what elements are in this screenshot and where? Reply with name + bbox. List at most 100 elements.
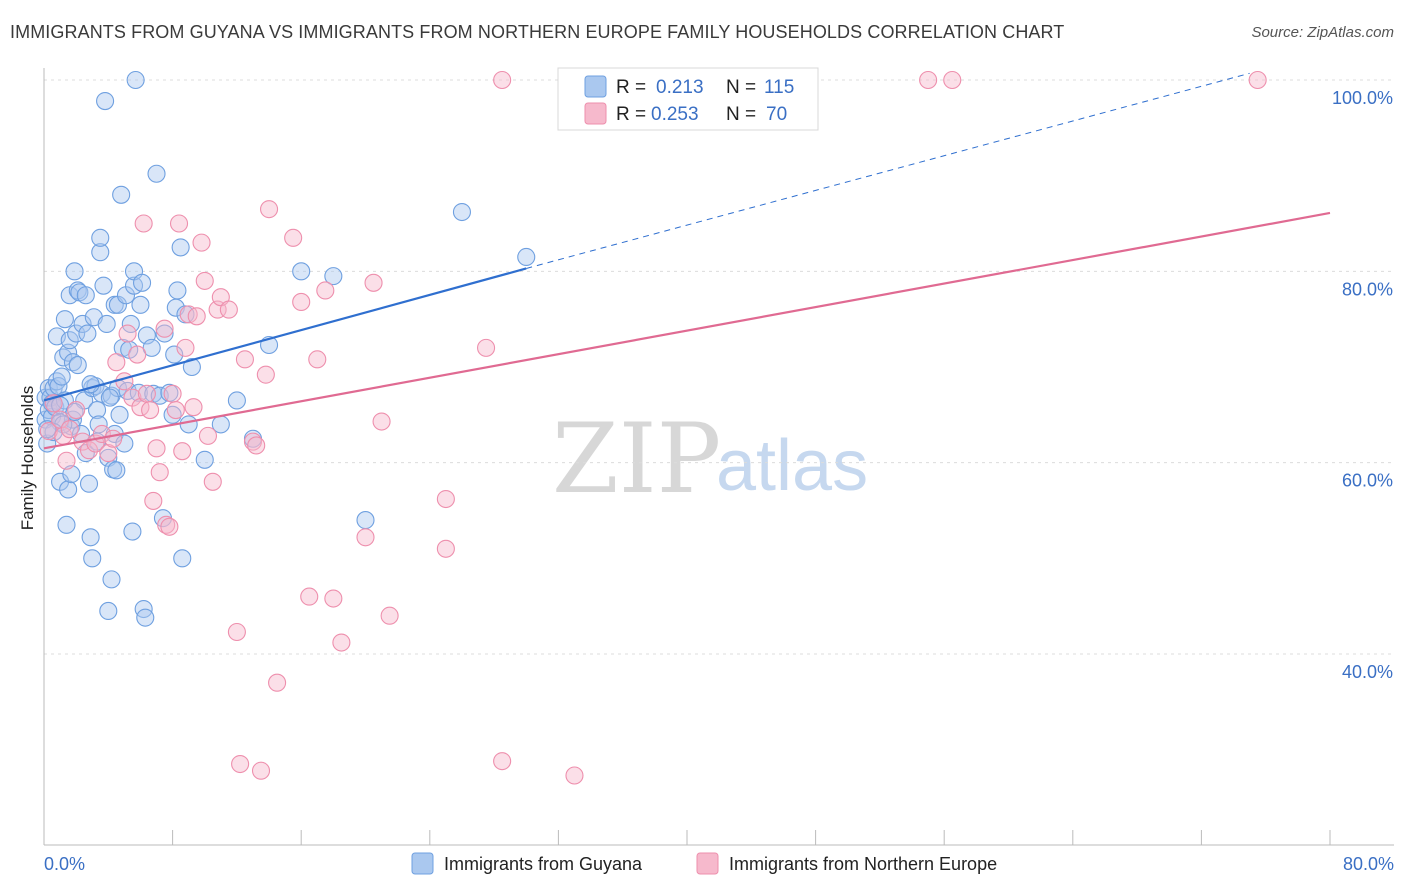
stats-n-value-northern-europe: 70: [766, 104, 787, 125]
data-point: [102, 570, 121, 589]
source-credit: Source: ZipAtlas.com: [1251, 24, 1394, 41]
data-point: [247, 436, 266, 455]
data-point: [356, 511, 375, 530]
data-point: [112, 185, 131, 204]
data-point: [517, 247, 536, 267]
data-point: [493, 70, 512, 90]
data-point: [155, 319, 174, 338]
data-point: [168, 281, 187, 300]
data-point: [251, 761, 271, 780]
data-point: [83, 549, 102, 568]
legend: Immigrants from Guyana Immigrants from N…: [411, 852, 997, 875]
data-point: [1248, 70, 1267, 90]
data-point: [134, 214, 153, 233]
trend-line-1: [43, 211, 1331, 450]
data-point: [81, 528, 100, 547]
data-point: [176, 338, 195, 357]
stats-r-label-northern-europe: R =: [616, 104, 646, 125]
data-point: [63, 410, 82, 429]
data-point: [182, 357, 201, 377]
data-point: [91, 228, 110, 247]
data-point: [157, 515, 176, 534]
data-point: [123, 522, 142, 541]
data-point: [231, 754, 250, 774]
data-point: [173, 442, 192, 461]
data-point: [198, 426, 218, 445]
data-point: [141, 400, 160, 420]
data-point: [97, 314, 116, 334]
data-point: [192, 233, 211, 252]
data-point: [150, 463, 169, 482]
data-point: [96, 91, 115, 111]
data-point: [115, 434, 134, 453]
data-point: [54, 348, 73, 367]
data-point: [227, 622, 246, 642]
data-point: [292, 292, 311, 311]
data-point: [919, 70, 938, 90]
data-point: [565, 766, 584, 785]
data-point: [60, 331, 79, 350]
data-point: [372, 412, 391, 431]
stats-r-label-guyana: R =: [616, 77, 646, 98]
data-point: [137, 384, 156, 403]
data-point: [203, 472, 222, 491]
data-point: [187, 307, 206, 326]
legend-label-northern-europe: Immigrants from Northern Europe: [729, 854, 997, 874]
data-point: [493, 752, 512, 771]
data-point: [39, 422, 58, 441]
data-point: [284, 228, 303, 247]
y-tick-label-100: 100.0%: [1332, 88, 1393, 108]
data-point: [184, 398, 203, 417]
y-tick-label-40: 40.0%: [1342, 662, 1393, 682]
data-point: [144, 491, 163, 510]
series-layer: [36, 70, 1331, 785]
data-point: [65, 262, 84, 281]
watermark-zip: ZIP: [552, 403, 721, 515]
x-axis-ticks: [43, 830, 1331, 845]
watermark-atlas: atlas: [716, 426, 868, 506]
chart-title: IMMIGRANTS FROM GUYANA VS IMMIGRANTS FRO…: [10, 22, 1065, 42]
data-point: [268, 673, 287, 692]
data-point: [128, 345, 147, 364]
data-point: [63, 353, 82, 372]
data-point: [57, 515, 76, 534]
data-point: [91, 243, 110, 262]
x-tick-label-max: 80.0%: [1343, 854, 1394, 874]
data-point: [94, 276, 113, 295]
data-point: [300, 587, 319, 606]
data-point: [59, 480, 78, 499]
data-point: [79, 474, 99, 493]
data-point: [104, 429, 123, 448]
data-point: [147, 164, 166, 183]
data-point: [316, 281, 335, 300]
data-point: [147, 439, 166, 458]
watermark: ZIP atlas: [552, 403, 868, 515]
data-point: [126, 70, 145, 90]
data-point: [364, 273, 383, 292]
data-point: [121, 314, 140, 334]
data-point: [160, 517, 179, 536]
legend-swatch-guyana: [411, 852, 434, 875]
data-point: [380, 606, 399, 625]
data-point: [171, 238, 190, 257]
data-point: [179, 415, 198, 434]
data-point: [133, 273, 152, 292]
data-point: [60, 420, 79, 439]
data-point: [131, 295, 150, 314]
data-point: [166, 400, 185, 420]
legend-swatch-northern-europe: [696, 852, 719, 875]
stats-swatch-guyana: [584, 75, 607, 98]
data-point: [173, 549, 192, 568]
data-point: [436, 539, 455, 558]
data-point: [324, 589, 343, 608]
data-point: [68, 356, 87, 375]
data-point: [227, 391, 246, 410]
x-tick-label-min: 0.0%: [44, 854, 85, 874]
y-axis-tick-labels: 40.0% 60.0% 80.0% 100.0%: [1332, 88, 1393, 682]
data-point: [78, 324, 97, 343]
stats-r-value-northern-europe: 0.253: [651, 104, 699, 125]
stats-n-label-guyana: N =: [726, 77, 756, 98]
data-point: [62, 465, 81, 484]
data-point: [195, 450, 214, 469]
